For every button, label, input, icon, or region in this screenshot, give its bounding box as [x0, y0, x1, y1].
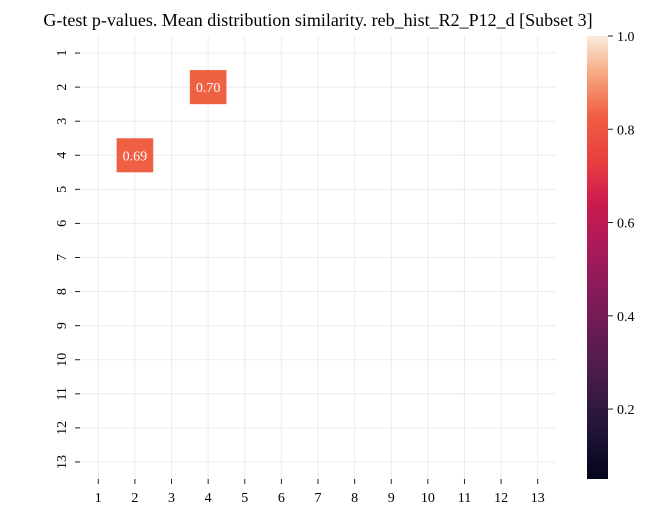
x-tick-label: 10 [421, 491, 435, 506]
colorbar: 0.2 0.4 0.6 0.8 1.0 [587, 30, 635, 479]
x-tick-label: 1 [95, 491, 102, 506]
y-tick-label: 4 [55, 152, 70, 159]
x-tick-label: 9 [388, 491, 395, 506]
y-tick-label: 12 [55, 421, 70, 435]
colorbar-gradient [587, 36, 608, 479]
x-tick-label: 3 [168, 491, 175, 506]
heatmap-cell [189, 70, 227, 105]
y-tick-label: 1 [55, 50, 70, 57]
x-tick-label: 8 [351, 491, 358, 506]
x-tick-label: 13 [531, 491, 545, 506]
colorbar-tick-label: 0.6 [617, 217, 635, 232]
x-tick-label: 2 [131, 491, 138, 506]
y-tick-label: 2 [55, 84, 70, 91]
x-tick-label: 6 [278, 491, 285, 506]
grid-lines [80, 36, 556, 479]
y-tick-label: 11 [55, 387, 70, 400]
x-tick-label: 12 [494, 491, 508, 506]
cell-value-label: 0.69 [123, 149, 148, 164]
y-tick-label: 9 [55, 322, 70, 329]
x-tick-label: 11 [458, 491, 471, 506]
cell-value-label: 0.70 [196, 81, 221, 96]
chart-title: G-test p-values. Mean distribution simil… [43, 10, 592, 30]
y-tick-label: 10 [55, 353, 70, 367]
colorbar-ticks: 0.2 0.4 0.6 0.8 1.0 [608, 30, 635, 418]
y-tick-label: 3 [55, 118, 70, 125]
heatmap-cells: 0.70 0.69 [116, 70, 227, 173]
colorbar-tick-label: 1.0 [617, 30, 635, 45]
colorbar-tick-label: 0.4 [617, 310, 635, 325]
x-tick-label: 7 [315, 491, 322, 506]
colorbar-tick-label: 0.8 [617, 123, 635, 138]
colorbar-tick-label: 0.2 [617, 403, 635, 418]
x-axis: 1 2 3 4 5 6 7 8 9 10 11 12 13 [95, 479, 545, 506]
y-tick-label: 5 [55, 186, 70, 193]
y-tick-label: 8 [55, 288, 70, 295]
x-tick-label: 4 [205, 491, 212, 506]
heatmap-cell [116, 138, 154, 173]
y-tick-label: 6 [55, 220, 70, 227]
y-tick-label: 7 [55, 254, 70, 261]
x-tick-label: 5 [241, 491, 248, 506]
y-tick-label: 13 [55, 455, 70, 469]
